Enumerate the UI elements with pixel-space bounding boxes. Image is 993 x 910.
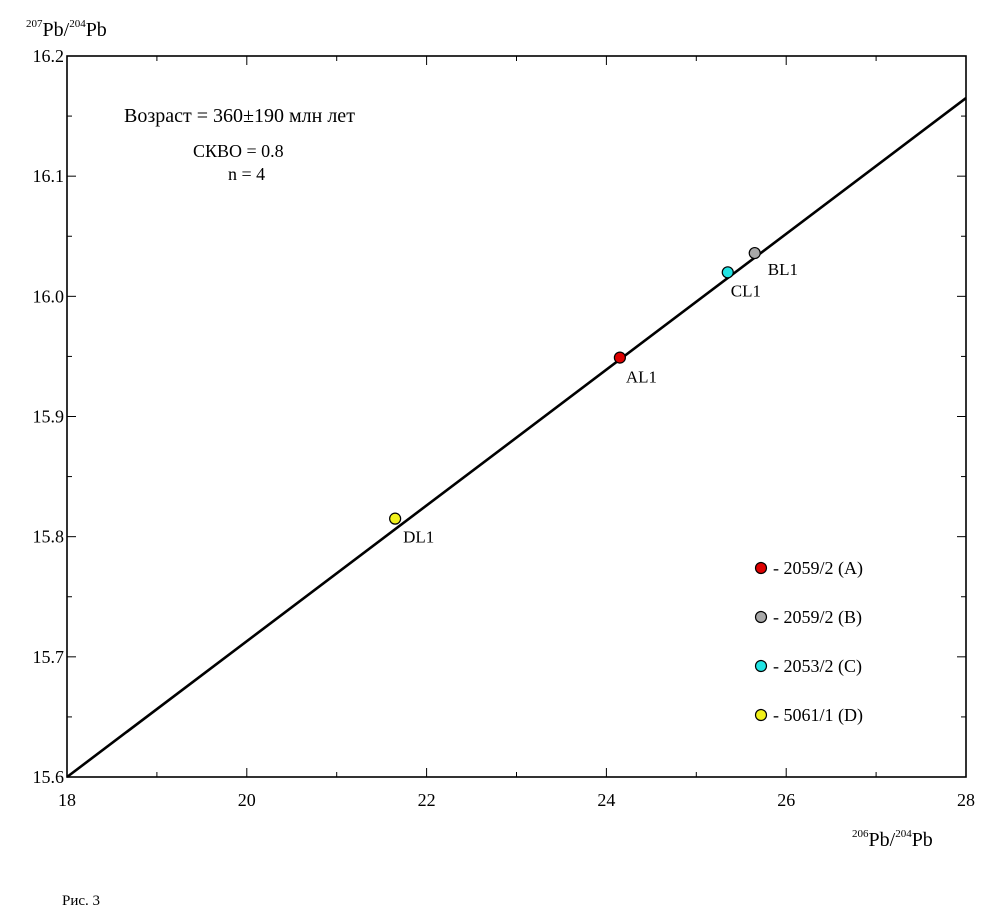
data-points: AL1 BL1 CL1 DL1 [389, 246, 798, 547]
legend-label: - 2059/2 (B) [773, 607, 862, 628]
data-point-bl1 [748, 246, 761, 260]
legend-label: - 2059/2 (A) [773, 558, 863, 579]
x-tick-label: 22 [418, 790, 436, 810]
y-tick-label: 16.2 [33, 46, 65, 66]
y-axis: 15.6 15.7 15.8 15.9 16.0 16.1 16.2 [33, 46, 966, 787]
n-annotation: n = 4 [228, 164, 265, 184]
figure-caption: Рис. 3 [62, 893, 101, 909]
regression-line [66, 97, 967, 779]
y-tick-label: 15.9 [33, 407, 65, 427]
mswd-annotation: СКВО = 0.8 [193, 141, 284, 161]
legend-marker [754, 561, 768, 575]
x-axis: 18 20 22 24 26 28 [58, 56, 975, 810]
point-label-dl1: DL1 [403, 528, 434, 547]
regression-line-layer [66, 97, 967, 779]
x-axis-label: 206Pb/204Pb [852, 828, 933, 851]
legend-marker [754, 659, 768, 673]
y-tick-label: 15.7 [33, 647, 65, 667]
data-point-al1 [613, 351, 626, 364]
y-tick-label: 16.0 [33, 286, 65, 306]
legend-label: - 2053/2 (C) [773, 656, 862, 677]
y-tick-label: 15.6 [33, 767, 65, 787]
x-tick-label: 24 [597, 790, 615, 810]
y-tick-label: 16.1 [33, 166, 65, 186]
legend: - 2059/2 (A) - 2059/2 (B) - 2053/2 (C) - 50… [754, 558, 863, 726]
y-axis-label: 207Pb/204Pb [26, 18, 107, 41]
age-annotation: Возраст = 360±190 млн лет [124, 105, 355, 127]
data-point-dl1 [389, 512, 402, 525]
x-tick-label: 20 [238, 790, 256, 810]
legend-marker [754, 610, 768, 624]
data-point-cl1 [721, 266, 734, 279]
x-tick-label: 18 [58, 790, 76, 810]
y-tick-label: 15.8 [33, 527, 65, 547]
point-label-cl1: CL1 [731, 281, 761, 300]
legend-label: - 5061/1 (D) [773, 705, 863, 726]
x-tick-label: 26 [777, 790, 795, 810]
point-label-al1: AL1 [626, 368, 657, 387]
point-label-bl1: BL1 [768, 260, 798, 279]
legend-marker [754, 708, 768, 722]
x-tick-label: 28 [957, 790, 975, 810]
